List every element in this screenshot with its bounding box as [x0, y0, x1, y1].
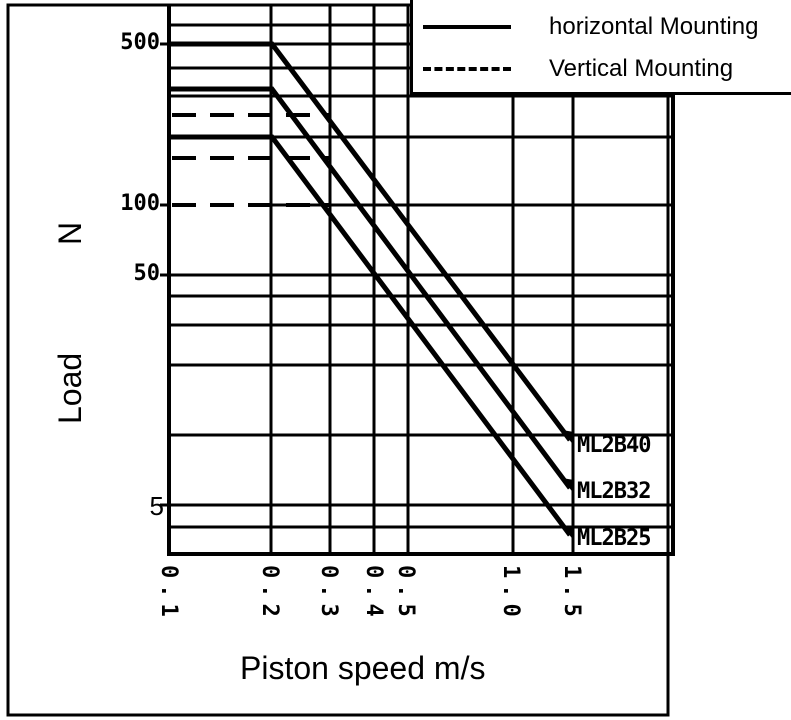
y-axis-title-unit: N	[52, 221, 88, 245]
y-tick-500: 500	[120, 30, 160, 55]
ml2b40-horizontal-line	[169, 41, 572, 442]
legend: horizontal Mounting Vertical Mounting	[410, 0, 791, 95]
ml2b25-horizontal-line	[169, 134, 573, 537]
legend-item-horizontal: horizontal Mounting	[423, 12, 758, 42]
x-tick-0.1: 0.1	[156, 565, 181, 623]
y-tick-marks	[160, 42, 169, 507]
series-end-arrows	[562, 430, 574, 541]
solid-line-icon	[423, 25, 511, 29]
legend-label-horizontal: horizontal Mounting	[549, 13, 759, 40]
y-tick-50: 50	[133, 261, 161, 286]
x-tick-0.3: 0.3	[316, 565, 341, 623]
x-tick-1.5: 1.5	[559, 565, 584, 623]
dashed-line-icon	[423, 67, 511, 71]
horizontal-mounting-lines	[169, 41, 573, 537]
x-tick-1.0: 1.0	[498, 565, 523, 623]
x-tick-0.5: 0.5	[393, 565, 418, 623]
x-tick-0.4: 0.4	[361, 565, 386, 623]
ml2b32-horizontal-line	[169, 86, 573, 490]
x-tick-0.2: 0.2	[257, 565, 282, 623]
series-label-ml2b40: ML2B40	[577, 433, 651, 458]
series-label-ml2b25: ML2B25	[577, 526, 651, 551]
y-axis-title-load: Load	[52, 352, 88, 424]
vertical-mounting-lines	[172, 113, 330, 207]
legend-item-vertical: Vertical Mounting	[423, 54, 733, 84]
outer-frame	[6, 3, 670, 717]
legend-label-vertical: Vertical Mounting	[549, 55, 734, 82]
y-tick-5: 5	[149, 491, 164, 521]
x-axis-title: Piston speed m/s	[240, 650, 486, 686]
y-tick-100: 100	[120, 191, 160, 216]
series-label-ml2b32: ML2B32	[577, 479, 651, 504]
